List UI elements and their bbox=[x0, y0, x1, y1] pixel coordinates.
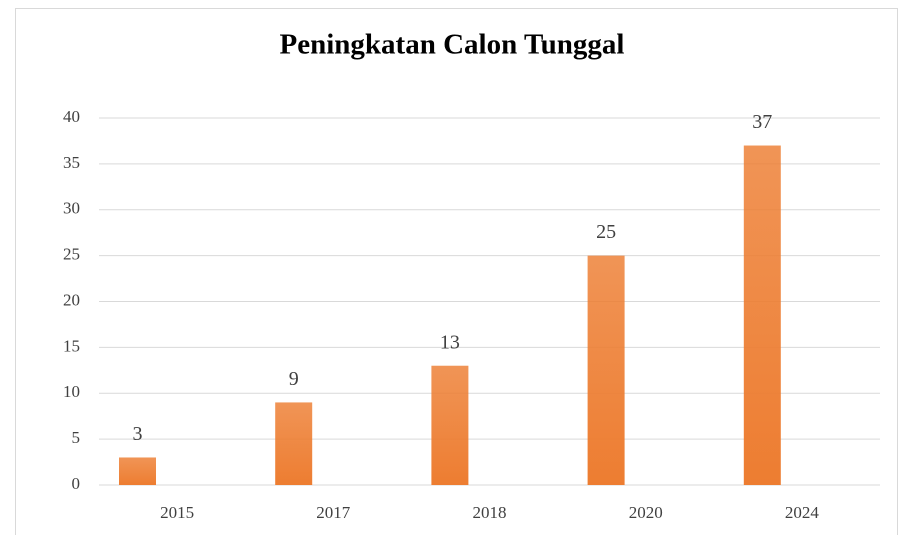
y-tick-label: 20 bbox=[63, 290, 80, 309]
y-tick-label: 35 bbox=[63, 153, 80, 172]
y-tick-label: 15 bbox=[63, 336, 80, 355]
data-label: 25 bbox=[596, 221, 616, 243]
bar bbox=[119, 457, 156, 485]
x-tick-label: 2017 bbox=[316, 503, 351, 522]
y-tick-label: 5 bbox=[72, 428, 81, 447]
y-tick-label: 10 bbox=[63, 382, 80, 401]
x-tick-label: 2018 bbox=[473, 503, 507, 522]
data-label: 13 bbox=[440, 331, 460, 353]
x-tick-label: 2024 bbox=[785, 503, 820, 522]
y-tick-label: 30 bbox=[63, 199, 80, 218]
bar bbox=[431, 365, 469, 485]
bar bbox=[587, 255, 625, 485]
x-tick-label: 2020 bbox=[629, 503, 663, 522]
chart-title: Peningkatan Calon Tunggal bbox=[280, 29, 625, 61]
x-tick-label: 2015 bbox=[160, 503, 194, 522]
bar bbox=[275, 402, 313, 485]
data-label: 37 bbox=[752, 111, 772, 133]
data-label: 9 bbox=[289, 368, 299, 390]
y-tick-label: 25 bbox=[63, 245, 80, 264]
bar bbox=[743, 145, 781, 485]
data-label: 3 bbox=[133, 423, 143, 445]
y-tick-label: 40 bbox=[63, 107, 80, 126]
y-tick-label: 0 bbox=[72, 474, 81, 493]
